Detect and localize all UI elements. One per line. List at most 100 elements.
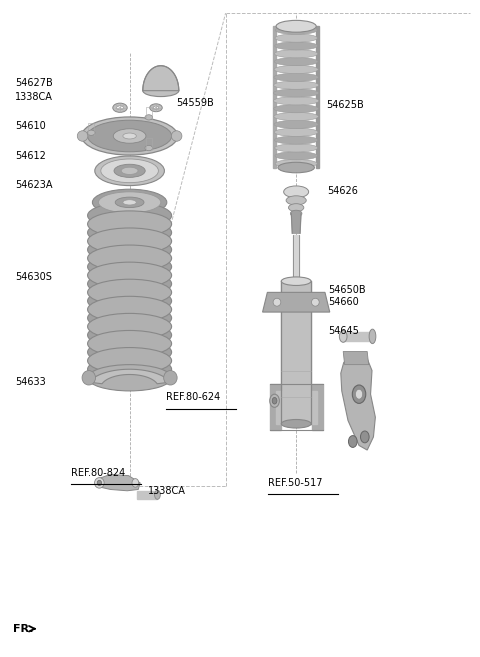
Ellipse shape (88, 211, 172, 237)
Ellipse shape (286, 196, 306, 205)
Ellipse shape (274, 104, 319, 113)
Ellipse shape (273, 298, 281, 306)
Text: REF.80-824: REF.80-824 (71, 468, 125, 478)
Ellipse shape (274, 120, 318, 129)
Ellipse shape (93, 189, 167, 215)
Ellipse shape (88, 365, 172, 391)
Text: 1338CA: 1338CA (148, 486, 186, 497)
Ellipse shape (355, 389, 363, 399)
Text: 54559B: 54559B (177, 98, 215, 108)
Ellipse shape (88, 245, 172, 271)
Ellipse shape (98, 192, 161, 213)
Polygon shape (276, 391, 317, 424)
Ellipse shape (88, 288, 172, 314)
Ellipse shape (274, 89, 319, 97)
Polygon shape (316, 26, 319, 168)
Ellipse shape (155, 490, 160, 499)
Polygon shape (341, 353, 375, 450)
Text: FR.: FR. (13, 623, 34, 634)
Ellipse shape (88, 228, 172, 254)
Ellipse shape (87, 130, 95, 135)
Ellipse shape (150, 104, 162, 112)
Ellipse shape (312, 298, 319, 306)
Ellipse shape (121, 168, 138, 174)
Ellipse shape (88, 348, 172, 374)
Ellipse shape (270, 394, 279, 407)
Ellipse shape (272, 397, 277, 404)
Ellipse shape (275, 152, 317, 160)
Text: REF.80-624: REF.80-624 (166, 392, 220, 403)
Text: 54630S: 54630S (15, 272, 52, 283)
Ellipse shape (88, 254, 172, 280)
Text: REF.50-517: REF.50-517 (268, 478, 323, 488)
Text: 1338CA: 1338CA (15, 92, 53, 102)
Ellipse shape (275, 42, 318, 50)
Ellipse shape (274, 65, 318, 74)
Ellipse shape (88, 330, 172, 357)
Ellipse shape (88, 219, 172, 246)
Polygon shape (343, 351, 369, 365)
Polygon shape (281, 281, 311, 424)
Ellipse shape (348, 436, 357, 447)
Polygon shape (89, 369, 170, 384)
Ellipse shape (88, 313, 172, 340)
Ellipse shape (274, 81, 319, 89)
Ellipse shape (369, 329, 376, 344)
Ellipse shape (97, 480, 102, 486)
Ellipse shape (101, 159, 158, 183)
Polygon shape (143, 66, 179, 91)
Ellipse shape (275, 26, 317, 34)
Ellipse shape (274, 97, 319, 105)
Ellipse shape (88, 305, 172, 331)
Ellipse shape (82, 371, 96, 385)
Ellipse shape (339, 330, 347, 342)
Text: 54612: 54612 (15, 151, 46, 162)
Ellipse shape (88, 271, 172, 297)
Ellipse shape (275, 160, 317, 168)
Ellipse shape (88, 322, 172, 348)
Ellipse shape (290, 210, 302, 217)
Ellipse shape (145, 145, 153, 150)
Ellipse shape (276, 20, 316, 32)
Ellipse shape (113, 103, 127, 112)
Ellipse shape (88, 356, 172, 382)
Ellipse shape (274, 112, 318, 121)
Ellipse shape (143, 85, 179, 97)
Text: 54623A: 54623A (15, 180, 53, 191)
Polygon shape (312, 384, 323, 430)
Ellipse shape (95, 156, 165, 185)
Ellipse shape (164, 371, 177, 385)
Ellipse shape (154, 106, 158, 110)
Ellipse shape (171, 131, 182, 141)
Polygon shape (291, 214, 301, 233)
Text: 54625B: 54625B (326, 100, 364, 110)
Text: 54610: 54610 (15, 121, 46, 131)
Ellipse shape (281, 277, 311, 286)
Ellipse shape (284, 186, 309, 198)
Ellipse shape (145, 115, 153, 120)
Ellipse shape (275, 144, 318, 152)
Ellipse shape (77, 131, 88, 141)
Polygon shape (274, 26, 276, 168)
Ellipse shape (115, 197, 144, 208)
Ellipse shape (95, 478, 104, 488)
Ellipse shape (88, 262, 172, 288)
Ellipse shape (82, 117, 178, 155)
Ellipse shape (274, 73, 318, 81)
Text: 54650B: 54650B (328, 285, 366, 296)
Text: 54660: 54660 (328, 297, 359, 307)
Ellipse shape (88, 279, 172, 306)
Ellipse shape (88, 296, 172, 323)
Ellipse shape (88, 339, 172, 365)
Ellipse shape (88, 237, 172, 263)
Ellipse shape (123, 133, 136, 139)
Ellipse shape (275, 50, 318, 58)
Ellipse shape (114, 164, 145, 177)
Ellipse shape (352, 385, 366, 403)
Polygon shape (263, 292, 330, 312)
Text: 54645: 54645 (328, 326, 359, 336)
Ellipse shape (288, 204, 304, 212)
Polygon shape (137, 491, 157, 499)
Ellipse shape (132, 478, 139, 487)
Text: 54626: 54626 (327, 185, 358, 196)
